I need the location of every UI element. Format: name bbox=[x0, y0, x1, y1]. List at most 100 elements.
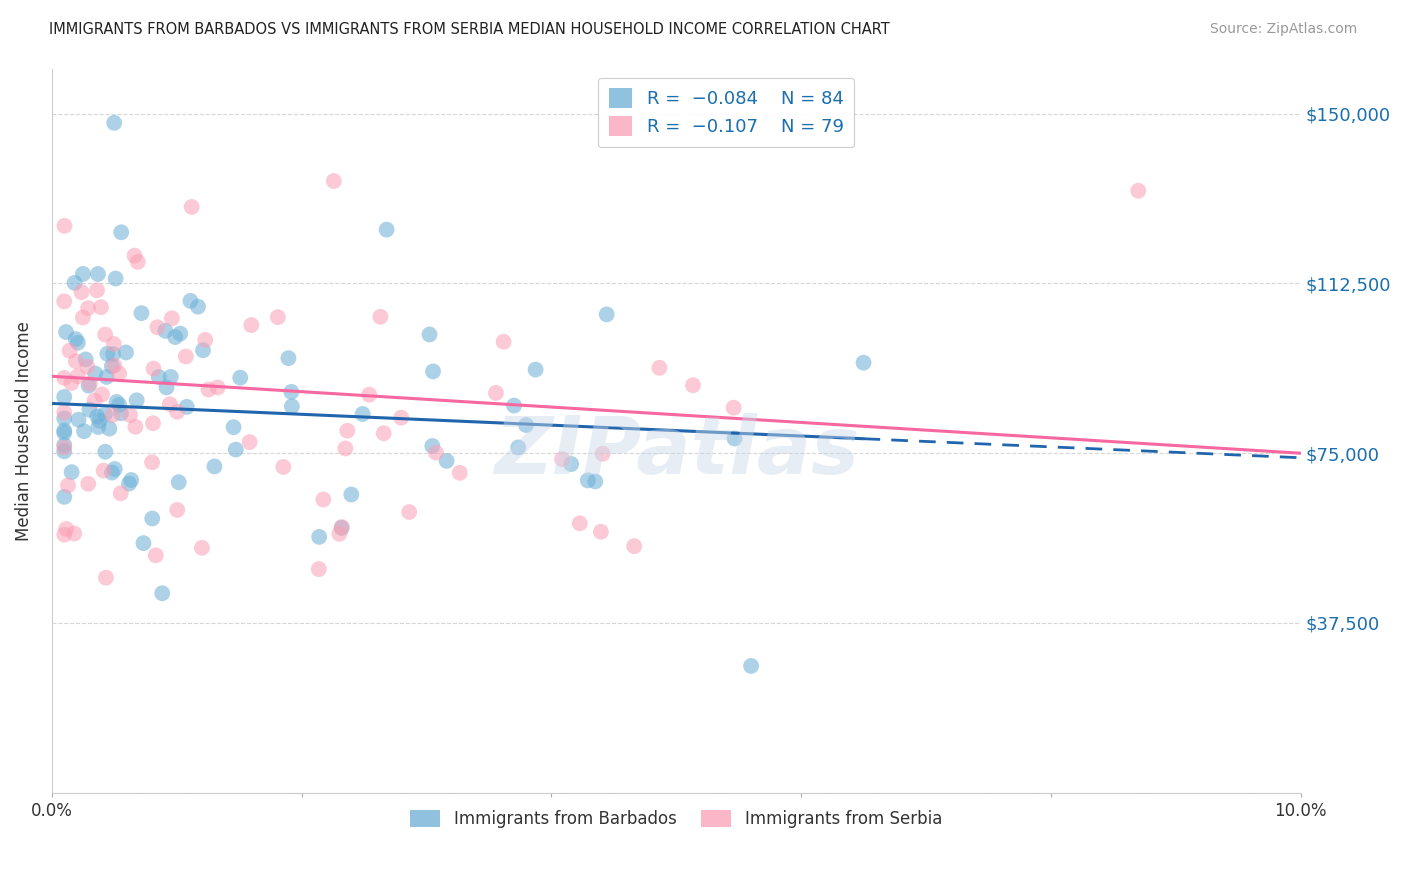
Point bbox=[723, 401, 745, 415]
Point bbox=[165, 330, 187, 344]
Point bbox=[103, 359, 125, 373]
Point bbox=[70, 285, 93, 299]
Point bbox=[592, 447, 614, 461]
Point bbox=[418, 327, 440, 342]
Point bbox=[167, 475, 190, 490]
Point bbox=[328, 526, 350, 541]
Point bbox=[225, 442, 247, 457]
Point bbox=[127, 255, 149, 269]
Point bbox=[53, 294, 76, 309]
Point bbox=[101, 347, 124, 361]
Point bbox=[524, 362, 547, 376]
Point bbox=[94, 327, 117, 342]
Point bbox=[194, 333, 217, 347]
Point bbox=[66, 369, 89, 384]
Point bbox=[568, 516, 591, 531]
Point bbox=[84, 367, 107, 381]
Point bbox=[63, 526, 86, 541]
Point bbox=[204, 459, 226, 474]
Point bbox=[89, 414, 111, 428]
Point bbox=[166, 503, 188, 517]
Point bbox=[239, 435, 262, 450]
Point bbox=[187, 300, 209, 314]
Point bbox=[174, 350, 197, 364]
Point bbox=[65, 354, 87, 368]
Point bbox=[94, 571, 117, 585]
Point bbox=[63, 276, 86, 290]
Point bbox=[96, 370, 118, 384]
Point bbox=[373, 426, 395, 441]
Point bbox=[150, 586, 173, 600]
Point bbox=[352, 407, 374, 421]
Text: IMMIGRANTS FROM BARBADOS VS IMMIGRANTS FROM SERBIA MEDIAN HOUSEHOLD INCOME CORRE: IMMIGRANTS FROM BARBADOS VS IMMIGRANTS F… bbox=[49, 22, 890, 37]
Point bbox=[83, 393, 105, 408]
Point bbox=[155, 324, 177, 338]
Point bbox=[118, 476, 141, 491]
Point bbox=[576, 474, 599, 488]
Point bbox=[75, 352, 97, 367]
Point bbox=[146, 320, 169, 334]
Point bbox=[160, 311, 183, 326]
Point bbox=[141, 455, 163, 469]
Point bbox=[508, 441, 530, 455]
Point bbox=[191, 541, 214, 555]
Point bbox=[53, 425, 76, 440]
Point bbox=[436, 454, 458, 468]
Point bbox=[131, 306, 153, 320]
Point bbox=[240, 318, 263, 332]
Point bbox=[281, 400, 304, 414]
Point bbox=[73, 424, 96, 438]
Point bbox=[280, 384, 302, 399]
Point bbox=[110, 225, 132, 239]
Point bbox=[560, 457, 582, 471]
Point bbox=[389, 410, 412, 425]
Point bbox=[229, 370, 252, 384]
Point bbox=[169, 326, 191, 341]
Point bbox=[180, 200, 202, 214]
Point bbox=[277, 351, 299, 366]
Point bbox=[79, 402, 101, 417]
Point bbox=[515, 417, 537, 432]
Point bbox=[322, 174, 344, 188]
Point bbox=[740, 659, 762, 673]
Point bbox=[159, 397, 181, 411]
Point bbox=[723, 432, 745, 446]
Point bbox=[53, 444, 76, 458]
Point bbox=[53, 438, 76, 452]
Point bbox=[398, 505, 420, 519]
Point bbox=[191, 343, 214, 358]
Point bbox=[583, 475, 606, 489]
Point bbox=[330, 521, 353, 535]
Point bbox=[359, 387, 381, 401]
Point bbox=[207, 380, 229, 394]
Point bbox=[77, 476, 100, 491]
Point bbox=[1128, 184, 1150, 198]
Y-axis label: Median Household Income: Median Household Income bbox=[15, 320, 32, 541]
Point bbox=[77, 301, 100, 315]
Point bbox=[425, 445, 447, 459]
Point bbox=[682, 378, 704, 392]
Point bbox=[104, 462, 127, 476]
Point bbox=[197, 383, 219, 397]
Point bbox=[87, 267, 110, 281]
Point bbox=[94, 444, 117, 458]
Point bbox=[308, 530, 330, 544]
Point bbox=[104, 271, 127, 285]
Point bbox=[155, 380, 177, 394]
Point bbox=[124, 249, 146, 263]
Point bbox=[340, 487, 363, 501]
Point bbox=[86, 283, 108, 297]
Point bbox=[125, 393, 148, 408]
Point bbox=[110, 406, 132, 420]
Point bbox=[648, 360, 671, 375]
Point bbox=[56, 478, 79, 492]
Point bbox=[852, 356, 875, 370]
Point bbox=[103, 337, 125, 351]
Point bbox=[551, 452, 574, 467]
Point bbox=[142, 361, 165, 376]
Point bbox=[96, 347, 118, 361]
Point bbox=[166, 405, 188, 419]
Point bbox=[79, 376, 101, 391]
Point bbox=[492, 334, 515, 349]
Point bbox=[595, 307, 617, 321]
